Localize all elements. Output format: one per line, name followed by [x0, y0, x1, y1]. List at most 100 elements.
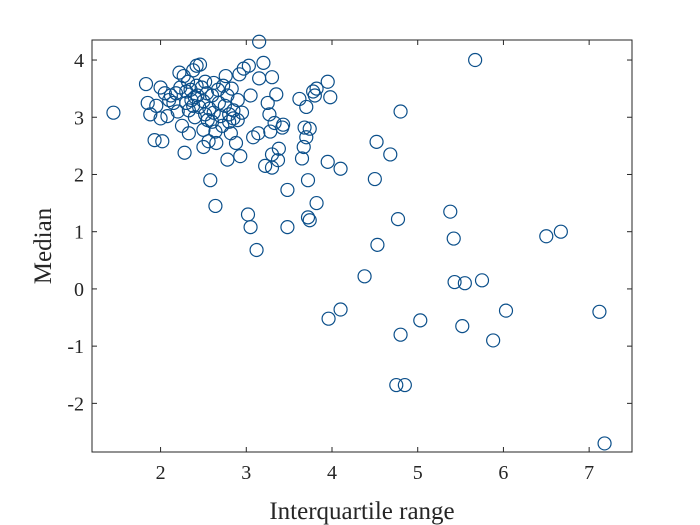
x-tick-labels: 2 3 4 5 6 7 [156, 462, 595, 484]
data-point [263, 124, 278, 139]
data-point [138, 76, 154, 92]
y-axis-title: Median [30, 207, 57, 284]
data-point [271, 141, 286, 156]
data-point [246, 130, 261, 145]
data-point [300, 173, 316, 188]
data-point [260, 95, 275, 111]
data-point [296, 139, 311, 155]
data-point [280, 220, 295, 235]
data-point [149, 98, 164, 113]
data-point [252, 34, 267, 49]
data-point [262, 107, 277, 122]
data-point [181, 126, 196, 141]
data-point [292, 91, 307, 107]
data-point [270, 153, 286, 168]
data-point [302, 121, 317, 136]
x-tick-label: 4 [327, 462, 337, 484]
data-point [192, 57, 208, 72]
data-point [252, 71, 267, 86]
data-point [217, 98, 232, 113]
x-tick-label: 3 [241, 462, 251, 484]
data-point [155, 134, 170, 149]
data-point [320, 74, 335, 89]
data-point [228, 135, 244, 151]
data-point [226, 103, 241, 118]
data-point [208, 198, 223, 214]
data-point [201, 134, 216, 149]
data-point [157, 86, 172, 101]
data-point [498, 303, 514, 318]
data-point [243, 220, 258, 235]
data-point [486, 333, 501, 348]
data-point [367, 171, 382, 187]
data-point [307, 88, 322, 103]
data-point [176, 68, 191, 84]
axis-ticks [92, 40, 632, 452]
data-point [539, 229, 554, 244]
data-point [320, 154, 335, 169]
y-tick-label: -2 [67, 393, 84, 415]
data-point [443, 204, 458, 219]
data-point [166, 95, 181, 111]
x-tick-label: 5 [413, 462, 423, 484]
y-tick-label: 2 [74, 164, 84, 186]
data-point [357, 269, 372, 284]
data-point [258, 158, 273, 173]
data-point [196, 139, 211, 155]
data-point [198, 74, 213, 89]
x-tick-label: 2 [156, 462, 166, 484]
data-point [269, 87, 284, 102]
data-point [390, 212, 406, 227]
data-point [276, 117, 291, 132]
data-point [457, 276, 472, 291]
data-point [455, 319, 470, 334]
data-point [251, 126, 266, 141]
plot-frame [91, 39, 633, 453]
y-tick-labels: -2 -1 0 1 2 3 4 [67, 50, 84, 415]
data-point [393, 104, 408, 119]
data-point [140, 95, 155, 111]
data-point [236, 61, 251, 76]
data-point [267, 115, 282, 131]
data-point [174, 118, 190, 133]
data-point [153, 111, 168, 126]
y-tick-label: 0 [74, 279, 84, 301]
data-point [170, 104, 185, 119]
data-point [370, 237, 385, 252]
data-point [243, 88, 258, 103]
data-point [241, 58, 256, 73]
data-point [333, 302, 348, 317]
data-point [177, 145, 192, 160]
data-point [413, 313, 428, 328]
data-point [106, 105, 121, 120]
data-point [249, 242, 264, 258]
data-point [223, 126, 238, 141]
data-point [233, 149, 248, 164]
data-point [294, 151, 310, 166]
data-point [234, 105, 250, 120]
data-point [220, 152, 235, 167]
data-point [147, 133, 162, 148]
y-tick-label: 1 [74, 222, 84, 244]
data-point [299, 130, 314, 145]
data-point [468, 52, 483, 68]
data-point [597, 436, 612, 451]
data-point [209, 135, 224, 151]
data-point [309, 81, 324, 96]
data-point [206, 75, 221, 91]
data-point [297, 120, 312, 135]
data-point [230, 92, 245, 108]
data-point [196, 122, 211, 137]
data-point [383, 147, 398, 162]
data-point [592, 304, 607, 319]
data-point [215, 118, 230, 133]
data-point [321, 311, 336, 326]
data-points [106, 34, 612, 451]
data-point [397, 377, 412, 393]
data-point [216, 78, 231, 93]
data-point [447, 274, 462, 290]
data-point [203, 173, 218, 188]
x-tick-label: 7 [584, 462, 594, 484]
data-point [230, 113, 245, 128]
